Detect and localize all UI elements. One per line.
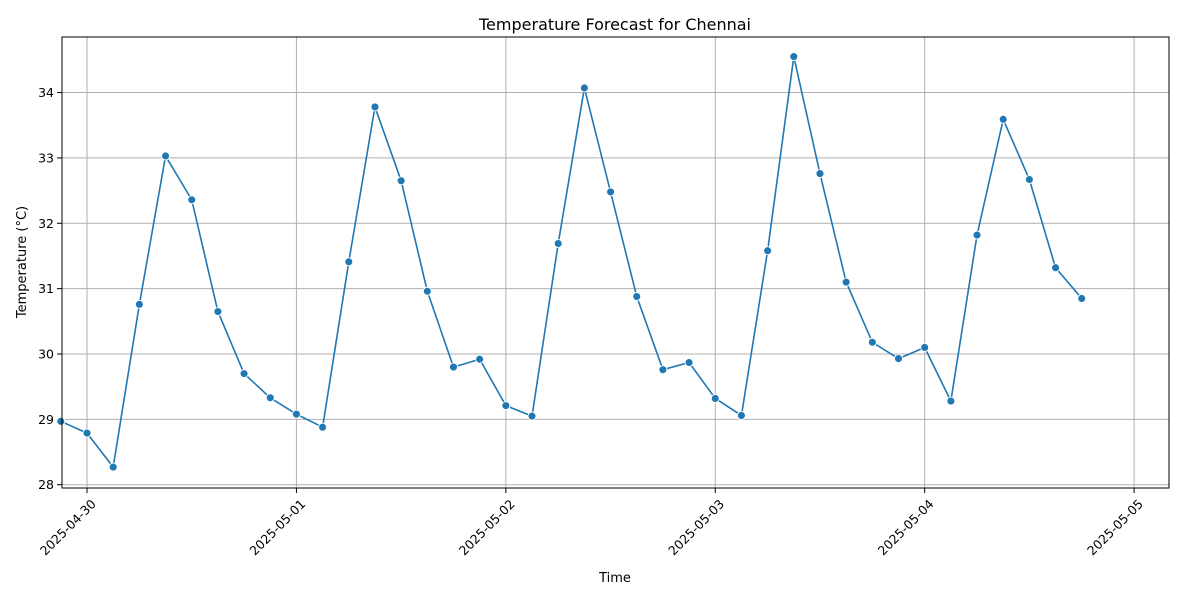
temperature-point [710, 394, 720, 403]
temperature-point [736, 410, 746, 420]
temperature-point [370, 102, 380, 112]
temperature-point [1077, 293, 1087, 303]
temperature-series [56, 52, 1087, 472]
temperature-point [841, 277, 851, 287]
temperature-point [134, 299, 144, 309]
y-tick-label: 31 [38, 281, 54, 296]
y-tick-label: 30 [38, 347, 54, 362]
x-tick-label: 2025-05-03 [665, 496, 727, 558]
temperature-point [318, 422, 328, 432]
temperature-point [161, 151, 170, 161]
temperature-point [1051, 263, 1061, 273]
temperature-point [579, 83, 589, 93]
temperature-point [946, 396, 956, 406]
temperature-point [553, 239, 563, 248]
temperature-point [763, 246, 773, 256]
temperature-point [239, 369, 249, 379]
x-tick-label: 2025-05-05 [1084, 496, 1146, 558]
x-axis-label: Time [598, 571, 631, 586]
temperature-point [449, 362, 458, 372]
temperature-point [265, 393, 275, 403]
temperature-point [291, 409, 301, 419]
temperature-point [789, 52, 799, 62]
y-tick-label: 33 [38, 150, 54, 165]
temperature-line [60, 55, 1083, 468]
x-tick-label: 2025-04-30 [37, 496, 99, 558]
temperature-point [998, 114, 1008, 124]
temperature-point [658, 365, 668, 375]
y-tick-label: 28 [38, 477, 54, 492]
y-tick-label: 34 [38, 85, 54, 100]
temperature-point [108, 462, 118, 472]
x-tick-label: 2025-05-02 [456, 496, 518, 558]
temperature-point [56, 416, 66, 426]
temperature-point [82, 428, 92, 438]
temperature-point [815, 169, 825, 179]
temperature-point [1024, 175, 1034, 184]
temperature-point [972, 230, 982, 240]
temperature-point [867, 337, 877, 347]
y-tick-label: 32 [38, 216, 54, 231]
temperature-point [501, 401, 511, 411]
y-axis-label: Temperature (°C) [15, 206, 30, 319]
temperature-point [920, 343, 930, 352]
temperature-point [344, 257, 354, 267]
temperature-point [475, 354, 485, 364]
x-tick-label: 2025-05-01 [246, 496, 308, 558]
axis-ticks: 2025-04-30 2025-05-01 2025-05-02 2025-05-03… [37, 85, 1146, 558]
temperature-point [606, 187, 616, 197]
y-tick-label: 29 [38, 412, 54, 427]
x-tick-label: 2025-05-04 [875, 496, 937, 558]
temperature-point [894, 354, 903, 364]
temperature-point [213, 307, 223, 316]
temperature-point [632, 292, 642, 301]
temperature-point [396, 176, 406, 186]
chart-title: Temperature Forecast for Chennai [478, 15, 751, 34]
temperature-point [422, 286, 432, 296]
temperature-point [684, 358, 694, 367]
grid-lines [62, 37, 1169, 488]
temperature-point [527, 411, 537, 421]
plot-frame [61, 36, 1170, 489]
temperature-point [187, 195, 197, 205]
